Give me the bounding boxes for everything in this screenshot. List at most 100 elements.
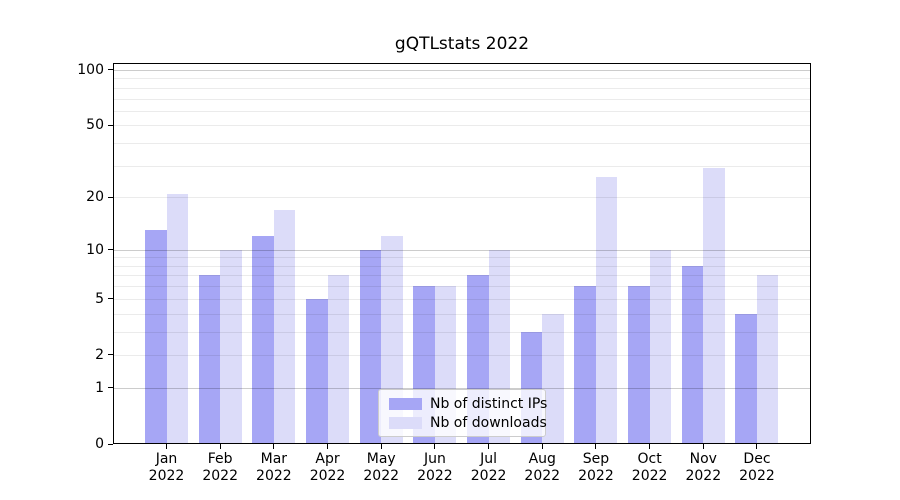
x-tick-label: Apr 2022 <box>288 451 368 485</box>
x-tick-label: Dec 2022 <box>717 451 797 485</box>
legend-label: Nb of downloads <box>430 414 547 431</box>
x-tick-year: 2022 <box>417 468 453 484</box>
x-tick-label: Jan 2022 <box>127 451 207 485</box>
x-tick-month: Nov <box>689 451 717 467</box>
x-tick-year: 2022 <box>256 468 292 484</box>
legend-swatch <box>389 397 422 410</box>
x-tick-mark <box>756 444 758 449</box>
x-tick-month: May <box>366 451 396 467</box>
legend: Nb of distinct IPs Nb of downloads <box>378 389 548 437</box>
gridline-minor <box>114 197 810 199</box>
gridline-minor <box>114 313 810 315</box>
y-tick-label: 1 <box>95 379 104 396</box>
x-tick-year: 2022 <box>470 468 507 484</box>
legend-label: Nb of distinct IPs <box>430 395 548 412</box>
x-tick-mark <box>166 444 167 449</box>
bar-ips-mar <box>252 236 274 444</box>
y-tick-mark <box>108 298 113 300</box>
bar-ips-dec <box>735 313 757 444</box>
y-tick-label: 10 <box>86 241 104 258</box>
x-tick-label: Oct 2022 <box>610 451 690 485</box>
x-tick-label: Feb 2022 <box>180 451 260 485</box>
y-tick-label: 2 <box>95 346 104 363</box>
x-tick-year: 2022 <box>363 468 400 484</box>
x-tick-mark <box>327 444 329 449</box>
x-tick-month: Apr <box>315 451 340 467</box>
bar-downloads-mar <box>273 209 296 444</box>
x-tick-month: Mar <box>260 451 288 467</box>
x-tick-year: 2022 <box>631 468 668 484</box>
gridline-minor <box>114 298 810 300</box>
x-tick-mark <box>219 444 221 449</box>
bar-downloads-nov <box>703 168 725 444</box>
x-tick-mark <box>595 444 597 449</box>
gridline-major <box>114 249 810 251</box>
y-tick-label: 20 <box>86 189 104 206</box>
legend-swatch <box>389 416 422 429</box>
gridline-minor <box>114 87 810 89</box>
x-tick-mark <box>434 444 436 449</box>
plot-frame <box>113 63 811 444</box>
chart-title: gQTLstats 2022 <box>394 34 530 54</box>
bar-ips-oct <box>628 286 650 444</box>
x-tick-month: Oct <box>637 451 662 467</box>
x-tick-label: Aug 2022 <box>502 451 582 485</box>
y-tick-mark <box>108 387 113 389</box>
x-tick-year: 2022 <box>524 468 561 484</box>
y-tick-mark <box>108 124 113 126</box>
gridline-major <box>114 69 810 71</box>
legend-entry: Nb of downloads <box>379 413 547 432</box>
x-tick-mark <box>541 444 543 449</box>
x-tick-mark <box>380 444 382 449</box>
x-tick-month: Sep <box>582 451 610 467</box>
gridline-minor <box>114 286 810 288</box>
legend-entry: Nb of distinct IPs <box>379 394 548 413</box>
gridline-minor <box>114 78 810 80</box>
x-tick-label: Jul 2022 <box>449 451 529 485</box>
x-tick-year: 2022 <box>739 468 775 484</box>
y-tick-mark <box>108 443 113 445</box>
gridline-minor <box>114 257 810 259</box>
x-tick-year: 2022 <box>685 468 722 484</box>
bar-downloads-oct <box>649 249 672 444</box>
bar-ips-nov <box>681 265 704 444</box>
x-tick-label: Sep 2022 <box>556 451 636 485</box>
bar-downloads-feb <box>220 249 242 444</box>
y-tick-label: 50 <box>86 117 104 134</box>
x-tick-month: Jul <box>480 451 498 467</box>
x-tick-month: Dec <box>743 451 771 467</box>
x-tick-year: 2022 <box>202 468 238 484</box>
gridline-minor <box>114 354 810 356</box>
bar-downloads-sep <box>595 176 618 444</box>
x-tick-mark <box>649 444 651 449</box>
bar-ips-feb <box>198 275 221 444</box>
x-tick-month: Aug <box>528 451 556 467</box>
y-tick-label: 100 <box>77 61 104 78</box>
x-tick-mark <box>488 444 490 449</box>
x-tick-year: 2022 <box>309 468 346 484</box>
gridline-minor <box>114 98 810 100</box>
y-tick-label: 0 <box>95 436 104 452</box>
x-tick-label: Nov 2022 <box>663 451 743 485</box>
gridline-minor <box>114 165 810 167</box>
bar-ips-jan <box>145 230 167 444</box>
bar-ips-apr <box>306 298 328 444</box>
x-tick-month: Jan <box>155 451 178 467</box>
gridline-minor <box>114 110 810 112</box>
y-tick-mark <box>108 69 113 71</box>
x-tick-mark <box>273 444 275 449</box>
x-tick-label: Mar 2022 <box>234 451 314 485</box>
x-tick-month: Feb <box>207 451 233 467</box>
x-tick-label: May 2022 <box>341 451 421 485</box>
gridline-minor <box>114 265 810 267</box>
bar-downloads-apr <box>327 275 350 444</box>
gridline-minor <box>114 143 810 145</box>
x-tick-label: Jun 2022 <box>395 451 475 485</box>
x-tick-mark <box>702 444 704 449</box>
x-tick-year: 2022 <box>148 468 185 484</box>
y-tick-label: 5 <box>95 290 104 307</box>
bar-ips-sep <box>574 286 596 444</box>
y-tick-mark <box>108 249 113 251</box>
y-tick-mark <box>108 196 113 198</box>
